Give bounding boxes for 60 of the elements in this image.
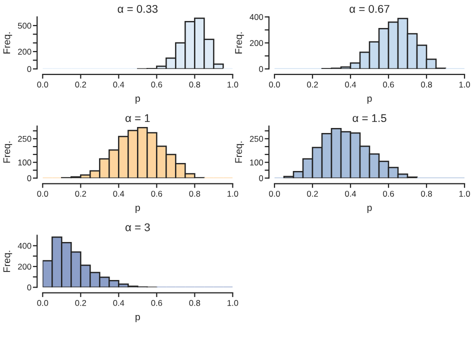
x-tick-label: 0.8	[189, 300, 200, 306]
y-tick-label: 0	[259, 66, 264, 72]
x-tick-label: 0.6	[151, 190, 162, 197]
chart-title: α = 1.5	[352, 114, 386, 122]
x-tick-label: 0.4	[113, 82, 124, 88]
y-tick-label: 0	[27, 284, 32, 290]
x-tick-label: 0.8	[421, 82, 432, 88]
x-tick-label: 0.2	[307, 82, 318, 88]
x-tick-label: 1.0	[459, 190, 470, 197]
x-tick-label: 0.0	[269, 82, 280, 88]
y-axis-title: Freq.	[235, 142, 244, 163]
x-tick-label: 0.8	[189, 190, 200, 197]
chart-title: α = 0.67	[350, 4, 390, 13]
x-axis-title: p	[367, 96, 372, 104]
x-tick-label: 0.0	[269, 190, 280, 197]
chart-title: α = 3	[126, 223, 150, 232]
y-tick-label: 200	[18, 264, 32, 270]
x-axis-title: p	[367, 206, 372, 213]
x-tick-label: 1.0	[228, 190, 238, 197]
x-tick-label: 0.0	[37, 300, 48, 306]
x-tick-label: 1.0	[228, 300, 238, 306]
x-tick-label: 0.6	[383, 190, 394, 197]
x-axis-title: p	[136, 206, 140, 213]
x-tick-label: 0.4	[345, 190, 356, 197]
y-tick-label: 400	[250, 14, 264, 20]
y-tick-label: 200	[250, 40, 264, 46]
y-tick-label: 250	[18, 136, 32, 142]
x-tick-label: 0.2	[75, 300, 86, 306]
y-axis-title: Freq.	[3, 142, 12, 163]
x-tick-label: 0.2	[75, 82, 86, 88]
y-tick-label: 0	[27, 66, 32, 72]
y-tick-label: 0	[27, 175, 32, 182]
x-tick-label: 0.0	[37, 190, 48, 197]
x-tick-label: 0.6	[383, 82, 394, 88]
y-axis-title: Freq.	[3, 32, 12, 54]
x-tick-label: 0.0	[37, 82, 48, 88]
y-tick-label: 0	[259, 175, 264, 182]
chart-title: α = 1	[126, 114, 150, 122]
x-tick-label: 0.2	[75, 190, 86, 197]
x-axis-title: p	[136, 314, 140, 322]
x-tick-label: 0.6	[151, 300, 162, 306]
y-tick-label: 200	[18, 48, 32, 55]
x-axis-title: p	[136, 96, 140, 104]
x-tick-label: 0.4	[345, 82, 356, 88]
x-tick-label: 1.0	[459, 82, 470, 88]
x-tick-label: 0.4	[113, 300, 124, 306]
x-tick-label: 0.6	[151, 82, 162, 88]
x-tick-label: 0.4	[113, 190, 124, 197]
x-tick-label: 0.8	[421, 190, 432, 197]
y-tick-label: 500	[18, 22, 32, 29]
y-tick-label: 250	[250, 136, 264, 142]
y-tick-label: 100	[250, 160, 264, 166]
x-tick-label: 0.2	[307, 190, 318, 197]
y-axis-title: Freq.	[3, 250, 12, 272]
y-tick-label: 400	[18, 242, 32, 249]
chart-title: α = 0.33	[118, 4, 158, 13]
y-axis-title: Freq.	[235, 32, 244, 54]
x-tick-label: 1.0	[228, 82, 238, 88]
x-tick-label: 0.8	[189, 82, 200, 88]
y-tick-label: 100	[18, 160, 32, 166]
